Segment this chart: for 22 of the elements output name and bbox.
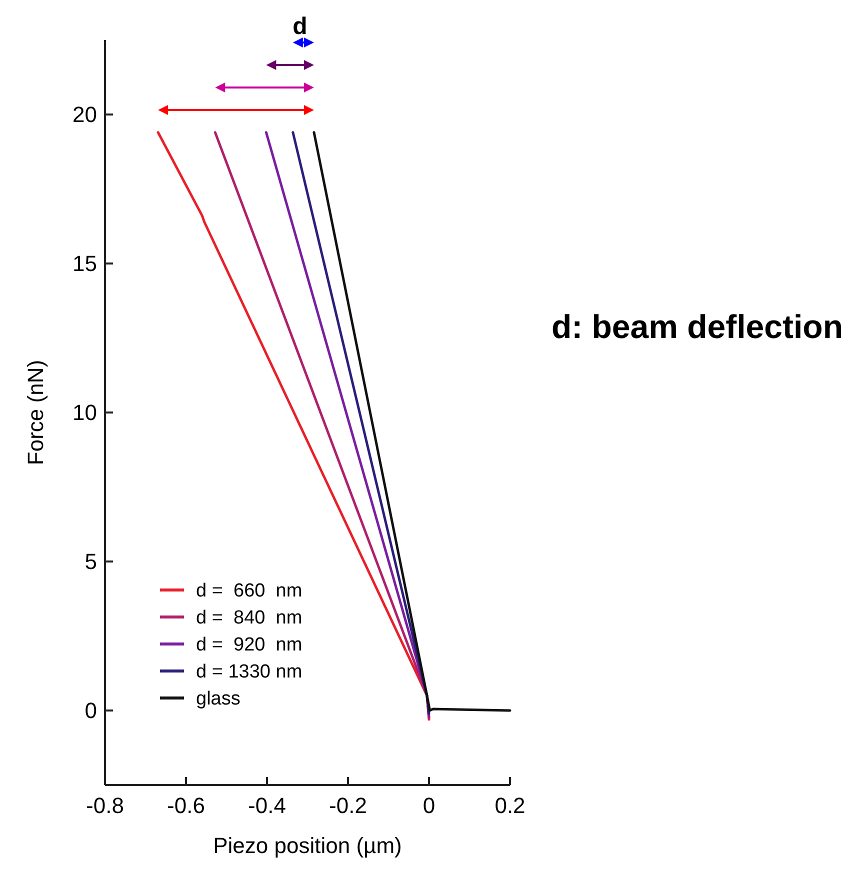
y-tick-label: 0 bbox=[84, 698, 97, 724]
text: d: beam deflection bbox=[551, 308, 843, 345]
y-axis-title: Force (nN) bbox=[23, 360, 48, 466]
annotation: d bbox=[292, 13, 308, 40]
x-tick-label: 0.2 bbox=[494, 793, 526, 818]
x-tick-label: -0.8 bbox=[86, 793, 124, 818]
x-tick-label: -0.6 bbox=[167, 793, 205, 818]
y-tick-label: 15 bbox=[72, 251, 97, 276]
legend-label: glass bbox=[196, 688, 240, 710]
y-tick-label: 5 bbox=[84, 549, 97, 574]
line-series bbox=[312, 131, 512, 712]
y-tick-label: 20 bbox=[72, 102, 97, 128]
legend-label: d = 1330 nm bbox=[196, 662, 302, 683]
y-tick-label: 10 bbox=[72, 400, 97, 426]
x-tick-label: 0 bbox=[422, 793, 436, 818]
line-series bbox=[156, 131, 430, 721]
x-tick-label: -0.2 bbox=[329, 793, 367, 818]
legend-label: d = 660 nm bbox=[196, 580, 302, 602]
legend-label: d = 920 nm bbox=[196, 634, 302, 656]
x-tick-label: -0.4 bbox=[248, 793, 286, 818]
x-axis-title: Piezo position (µm) bbox=[213, 833, 402, 858]
legend-label: d = 840 nm bbox=[196, 608, 302, 629]
